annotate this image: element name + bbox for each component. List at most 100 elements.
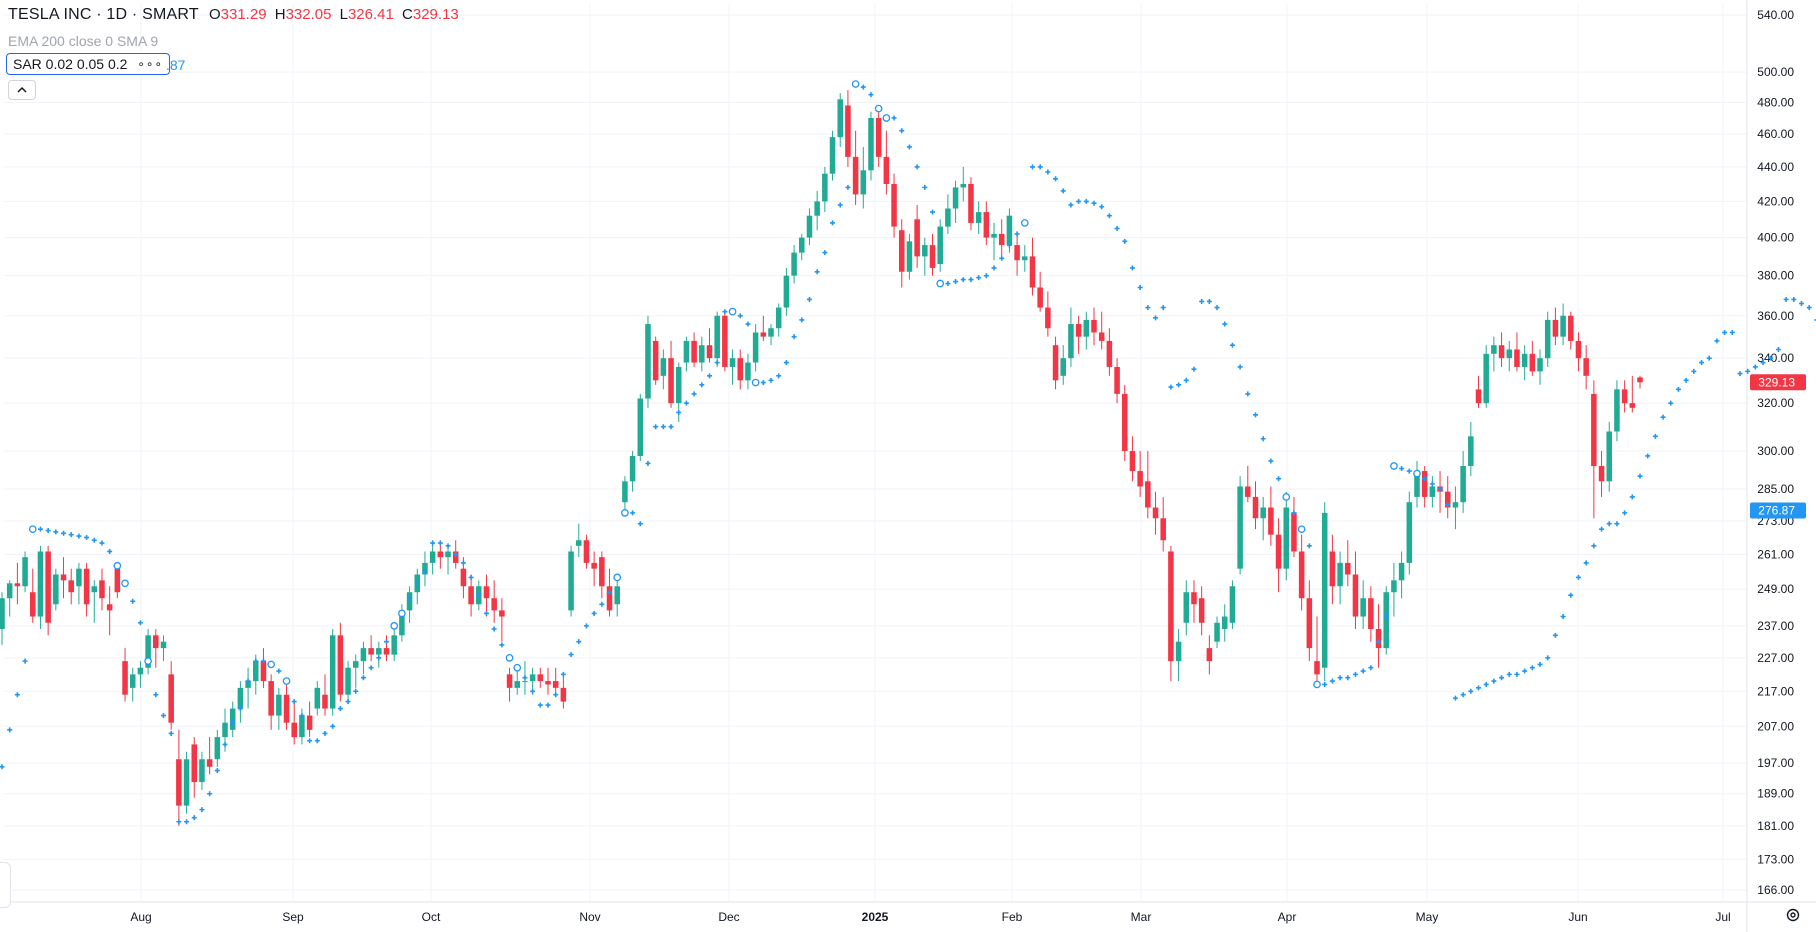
sar-point xyxy=(1322,681,1328,687)
sar-series xyxy=(0,80,1816,825)
sar-point xyxy=(983,273,989,279)
candle xyxy=(491,580,497,623)
sar-point xyxy=(583,623,589,629)
candle xyxy=(837,93,843,147)
sar-point xyxy=(930,209,936,215)
candle xyxy=(983,201,990,246)
candle xyxy=(1383,586,1389,655)
sar-point xyxy=(737,313,743,319)
sar-point xyxy=(1729,329,1735,335)
candle xyxy=(1568,311,1574,350)
candle-body xyxy=(183,759,190,806)
sar-reversal-point xyxy=(613,573,622,582)
candle-body xyxy=(499,610,505,617)
candle-body xyxy=(1552,319,1559,337)
sar-point xyxy=(830,220,836,226)
candle xyxy=(276,687,282,730)
candle-body xyxy=(437,551,444,558)
candle xyxy=(76,562,82,605)
candle xyxy=(1175,629,1182,682)
candle xyxy=(760,315,767,341)
candle-body xyxy=(368,648,374,655)
ema-indicator-label[interactable]: EMA 200 close 0 SMA 9 xyxy=(8,33,159,49)
sar-point xyxy=(1675,386,1681,392)
candle-body xyxy=(0,598,5,630)
sar-point xyxy=(530,688,536,694)
candle xyxy=(129,667,136,702)
candle xyxy=(1114,358,1120,404)
candle xyxy=(1498,332,1505,367)
candle-body xyxy=(1106,340,1113,367)
side-panel-tab[interactable] xyxy=(0,862,11,908)
time-tick-label: Jul xyxy=(1715,910,1730,924)
candle xyxy=(1183,580,1190,636)
sar-point xyxy=(384,639,390,645)
candle-body xyxy=(1045,307,1051,329)
candle-body xyxy=(1506,349,1513,359)
candle xyxy=(1229,580,1236,630)
candle xyxy=(376,641,382,668)
time-axis[interactable]: Aug Sep Oct Nov Dec 2025 Feb Mar Apr May Jun Jul xyxy=(0,901,1816,924)
candle-body xyxy=(622,481,628,503)
candle xyxy=(898,219,905,288)
candle xyxy=(306,701,313,738)
candle xyxy=(845,90,851,167)
candle xyxy=(1198,586,1205,636)
sar-point xyxy=(376,655,382,661)
candle-body xyxy=(245,681,251,688)
sar-point xyxy=(1383,614,1389,620)
candle-body xyxy=(406,592,413,611)
sar-point xyxy=(660,424,666,430)
candle-body xyxy=(929,245,936,268)
sar-point xyxy=(14,692,20,698)
candle xyxy=(722,311,728,372)
sar-point xyxy=(1222,321,1228,327)
sar-reversal-point xyxy=(728,307,737,316)
time-tick-label: Sep xyxy=(282,910,304,924)
sar-point xyxy=(237,706,243,712)
price-tick-label: 440.00 xyxy=(1757,160,1794,174)
price-axis[interactable]: 540.00 500.00 480.00 460.00 440.00 420.00 400.… xyxy=(1746,0,1794,932)
sar-point xyxy=(845,184,851,190)
sar-point xyxy=(1106,213,1112,219)
candle xyxy=(1560,303,1566,346)
sar-point xyxy=(437,540,443,546)
candle-body xyxy=(460,568,467,587)
sar-point xyxy=(1568,592,1574,598)
sar-point xyxy=(1376,639,1382,645)
sar-indicator-label[interactable]: SAR 0.02 0.05 0.2 ∘∘∘ xyxy=(6,53,170,75)
candle xyxy=(1406,491,1413,575)
candle xyxy=(183,751,190,814)
more-icon[interactable]: ∘∘∘ xyxy=(137,57,163,71)
candle xyxy=(1075,315,1082,354)
sar-point xyxy=(1176,382,1182,388)
candle xyxy=(1398,551,1405,599)
sar-point xyxy=(791,334,797,340)
symbol-title[interactable]: TESLA INC · 1D · SMART xyxy=(8,6,199,23)
sar-point xyxy=(1237,364,1243,370)
sar-point xyxy=(699,382,705,388)
sar-point xyxy=(414,580,420,586)
sar-point xyxy=(1114,225,1120,231)
candle-body xyxy=(1160,518,1166,541)
candle-body xyxy=(668,358,674,404)
sar-point xyxy=(1445,502,1451,508)
candle-body xyxy=(722,315,728,367)
candle-body xyxy=(1037,287,1043,308)
candle-body xyxy=(1168,551,1174,662)
sar-reversal-point xyxy=(874,104,883,113)
candle xyxy=(1137,451,1143,497)
sar-point xyxy=(1053,176,1059,182)
sar-point xyxy=(1037,164,1043,170)
chart-settings-button[interactable] xyxy=(1782,904,1804,926)
sar-point xyxy=(1345,675,1351,681)
sar-point xyxy=(1706,355,1712,361)
collapse-legend-button[interactable] xyxy=(8,80,36,100)
candle xyxy=(668,340,674,408)
candle-body xyxy=(60,574,67,581)
candle xyxy=(991,222,997,261)
candle-body xyxy=(306,715,313,730)
sar-point xyxy=(0,764,5,770)
grid xyxy=(4,4,1747,902)
